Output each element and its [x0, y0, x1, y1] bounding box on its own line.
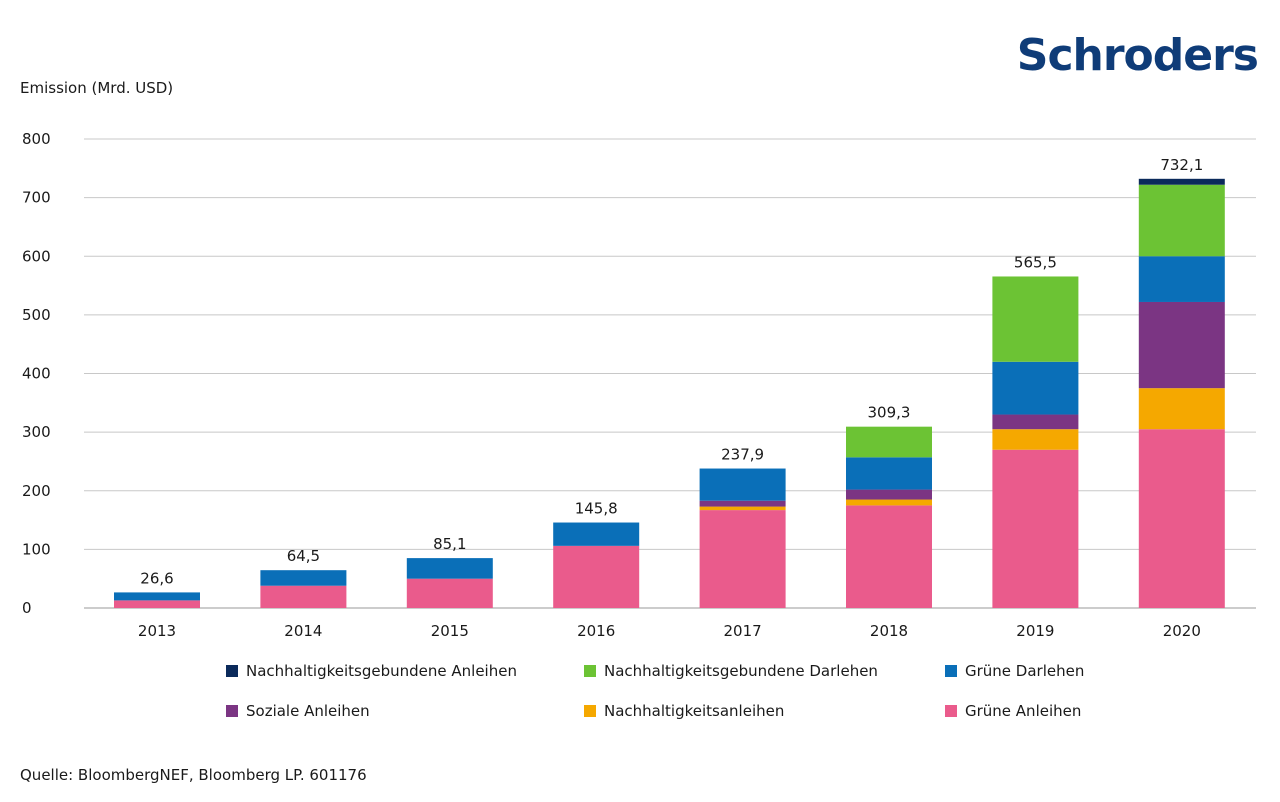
bar-segment: [992, 276, 1079, 362]
bar-segment: [992, 449, 1079, 608]
y-tick-label: 400: [22, 365, 51, 383]
bar-segment: [406, 578, 493, 608]
y-tick-label: 100: [22, 540, 51, 558]
x-tick-label: 2013: [138, 622, 176, 640]
bar-segment: [553, 522, 640, 546]
legend-item-nachhaltigkeitsgebundene-anleihen: Nachhaltigkeitsgebundene Anleihen: [226, 662, 517, 680]
bar-segment: [114, 592, 200, 601]
bar-segment: [992, 429, 1079, 450]
bar-segment: [1138, 184, 1225, 257]
legend-item-gruene-anleihen: Grüne Anleihen: [945, 702, 1081, 720]
bar-segment: [846, 505, 932, 608]
legend-item-nachhaltigkeitsgebundene-darlehen: Nachhaltigkeitsgebundene Darlehen: [584, 662, 878, 680]
bar-total-label: 732,1: [1160, 156, 1203, 174]
brand-logo: Schroders: [1016, 30, 1259, 81]
bar-segment: [114, 600, 200, 608]
bar-segment: [1138, 388, 1225, 430]
bar-segment: [846, 457, 932, 490]
bar-segment: [992, 361, 1079, 415]
bar-total-label: 565,5: [1014, 253, 1057, 271]
legend-swatch: [945, 705, 957, 717]
bar-segment: [1138, 178, 1225, 185]
y-axis-label: Emission (Mrd. USD): [20, 79, 174, 97]
bar-total-label: 85,1: [433, 535, 466, 553]
legend-swatch: [584, 665, 596, 677]
legend-swatch: [226, 665, 238, 677]
y-tick-label: 600: [22, 247, 51, 265]
bar-total-label: 26,6: [140, 569, 173, 587]
bar-segment: [260, 570, 347, 586]
legend-swatch: [945, 665, 957, 677]
legend-item-soziale-anleihen: Soziale Anleihen: [226, 702, 370, 720]
source-note: Quelle: BloombergNEF, Bloomberg LP. 6011…: [20, 766, 367, 784]
y-tick-label: 700: [22, 189, 51, 207]
bar-segment: [553, 545, 640, 608]
y-tick-label: 0: [22, 599, 32, 617]
legend-item-gruene-darlehen: Grüne Darlehen: [945, 662, 1084, 680]
y-tick-label: 200: [22, 482, 51, 500]
y-tick-label: 500: [22, 306, 51, 324]
bar-segment: [1138, 429, 1225, 608]
x-tick-label: 2014: [284, 622, 322, 640]
x-tick-label: 2020: [1163, 622, 1201, 640]
legend-label: Nachhaltigkeitsanleihen: [604, 702, 785, 720]
legend-swatch: [584, 705, 596, 717]
bar-total-label: 145,8: [575, 500, 618, 518]
legend-label: Grüne Darlehen: [965, 662, 1085, 680]
legend-label: Nachhaltigkeitsgebundene Anleihen: [246, 662, 517, 680]
bar-segment: [406, 558, 493, 579]
legend-item-nachhaltigkeitsanleihen: Nachhaltigkeitsanleihen: [584, 702, 784, 720]
x-tick-label: 2015: [431, 622, 469, 640]
bar-segment: [699, 468, 786, 501]
legend-label: Nachhaltigkeitsgebundene Darlehen: [604, 662, 878, 680]
x-tick-label: 2019: [1016, 622, 1054, 640]
legend-label: Soziale Anleihen: [246, 702, 370, 720]
legend-label: Grüne Anleihen: [965, 702, 1082, 720]
bar-total-label: 64,5: [287, 547, 320, 565]
legend-swatch: [226, 705, 238, 717]
bar-segment: [699, 500, 786, 507]
y-tick-label: 800: [22, 130, 51, 148]
bar-segment: [1138, 256, 1225, 302]
bar-segment: [699, 506, 786, 511]
x-tick-label: 2018: [870, 622, 908, 640]
y-tick-label: 300: [22, 423, 51, 441]
bar-segment: [846, 489, 932, 500]
bar-segment: [846, 426, 932, 458]
bar-segment: [699, 510, 786, 608]
bar-total-label: 237,9: [721, 446, 764, 464]
bar-total-label: 309,3: [868, 404, 911, 422]
x-tick-label: 2016: [577, 622, 615, 640]
bar-segment: [846, 499, 932, 506]
x-tick-label: 2017: [724, 622, 762, 640]
bar-segment: [1138, 301, 1225, 389]
bar-segment: [260, 585, 347, 608]
bar-segment: [992, 414, 1079, 430]
